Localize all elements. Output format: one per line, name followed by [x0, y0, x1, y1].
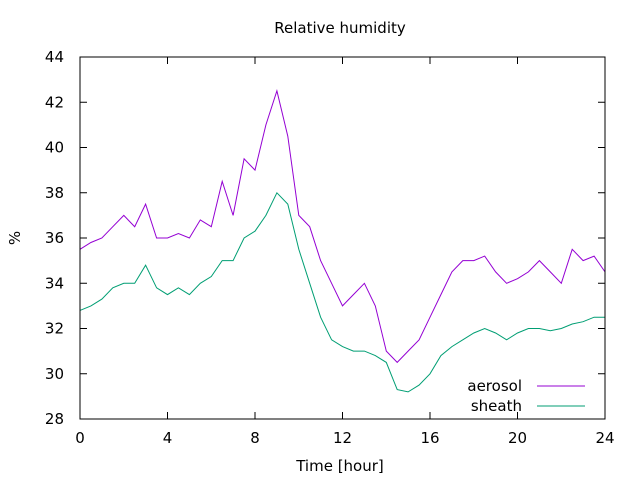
chart-title: Relative humidity: [274, 19, 406, 37]
y-ticks: 28 30 32 34 36 38 40 42 44: [45, 48, 605, 428]
y-tick-label: 40: [45, 139, 64, 157]
y-tick-label: 36: [45, 229, 64, 247]
x-tick-label: 8: [250, 429, 260, 447]
y-tick-label: 32: [45, 320, 64, 338]
x-tick-label: 0: [75, 429, 85, 447]
x-tick-label: 4: [163, 429, 173, 447]
y-tick-label: 42: [45, 93, 64, 111]
y-tick-label: 34: [45, 274, 64, 292]
y-tick-label: 30: [45, 365, 64, 383]
y-tick-label: 28: [45, 410, 64, 428]
y-axis-label: %: [6, 231, 24, 245]
legend-label-sheath: sheath: [471, 397, 522, 415]
series-lines: [79, 89, 606, 393]
series-line-aerosol: [79, 89, 606, 364]
x-tick-label: 12: [333, 429, 352, 447]
legend: aerosol sheath: [467, 377, 585, 415]
y-tick-label: 44: [45, 48, 64, 66]
series-line-sheath: [79, 191, 605, 393]
x-tick-label: 24: [595, 429, 614, 447]
plot-frame: [79, 56, 606, 420]
legend-label-aerosol: aerosol: [467, 377, 522, 395]
x-tick-label: 20: [508, 429, 527, 447]
x-tick-label: 16: [420, 429, 439, 447]
x-ticks: 0 4 8 12 16 20 24: [75, 57, 615, 447]
x-axis-label: Time [hour]: [295, 457, 384, 475]
y-tick-label: 38: [45, 184, 64, 202]
